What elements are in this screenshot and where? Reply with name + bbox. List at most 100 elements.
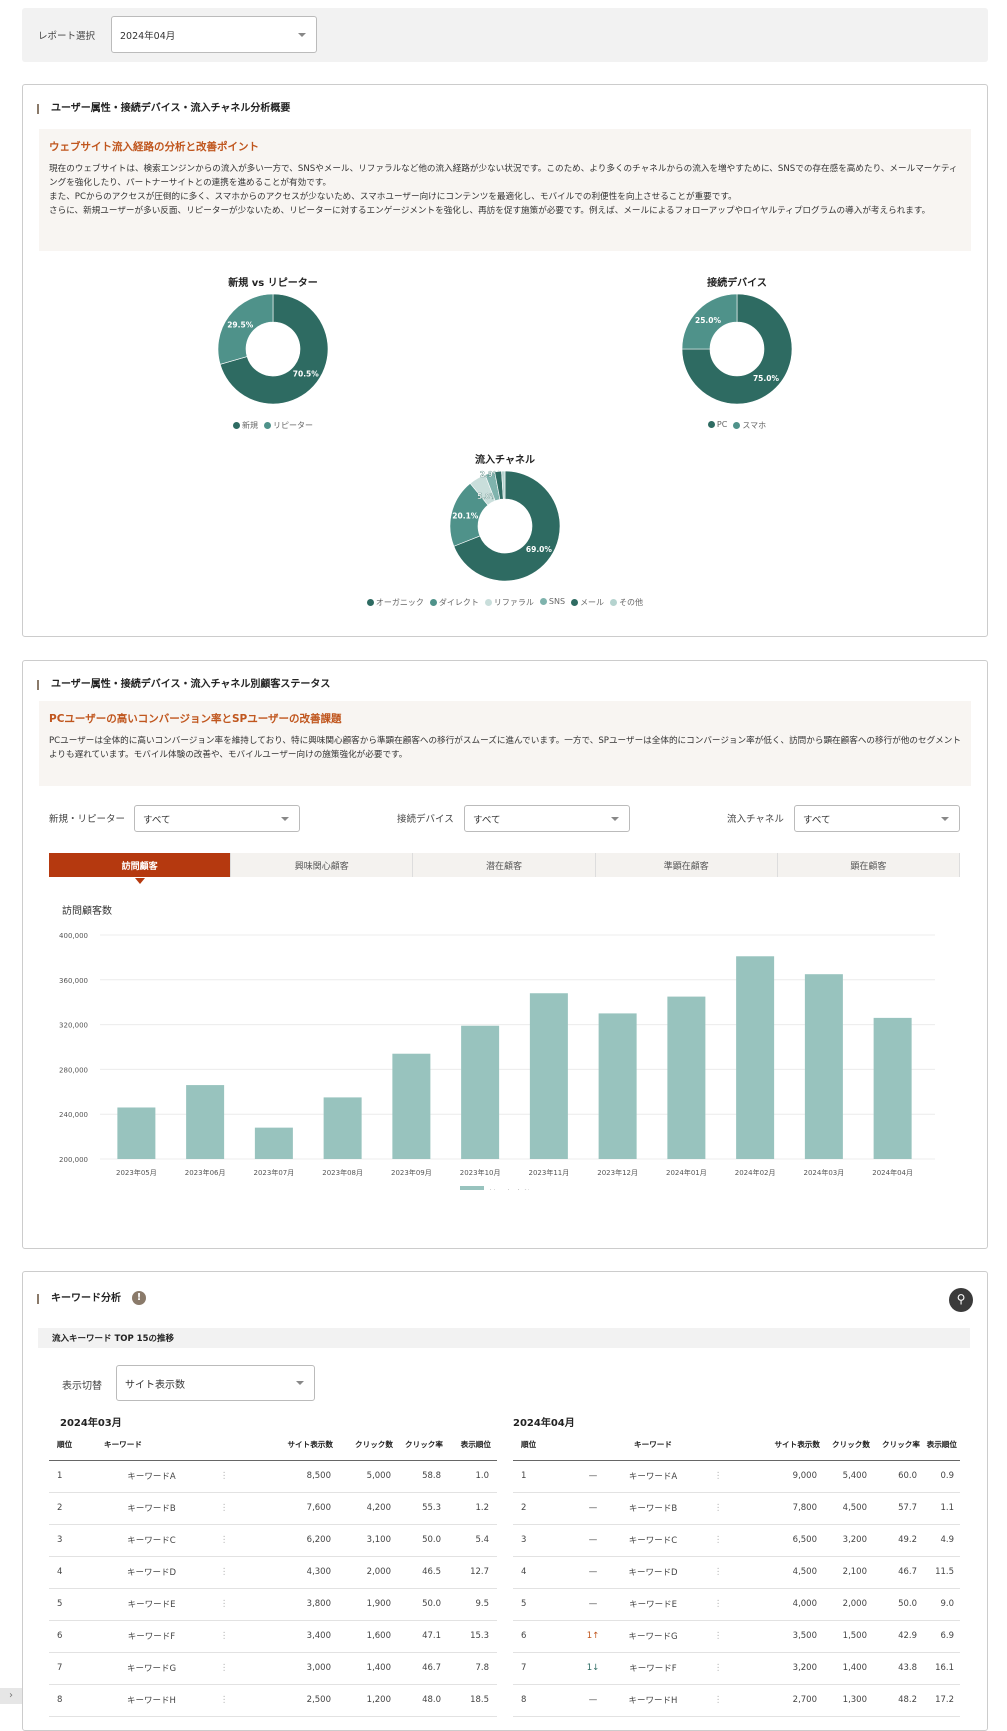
ctr-cell: 47.1 (399, 1620, 449, 1653)
bar[interactable] (873, 1017, 912, 1159)
clicks-cell: 5,000 (339, 1460, 399, 1493)
more-menu-icon[interactable]: ⋮ (693, 1556, 743, 1589)
tab-active[interactable]: 顕在顧客 (777, 853, 961, 877)
more-menu-icon[interactable]: ⋮ (199, 1652, 249, 1685)
bar[interactable] (667, 996, 706, 1159)
legend-item[interactable]: スマホ (733, 420, 766, 431)
clicks-cell: 1,400 (823, 1652, 873, 1685)
bar[interactable] (117, 1107, 156, 1159)
x-tick-label: 2023年09月 (391, 1168, 432, 1177)
more-menu-icon[interactable]: ⋮ (199, 1684, 249, 1717)
legend-label: メール (580, 598, 605, 607)
legend-item[interactable]: ダイレクト (429, 597, 479, 608)
clicks-cell: 2,100 (823, 1556, 873, 1589)
chevron-down-icon (941, 816, 949, 821)
more-menu-icon[interactable]: ⋮ (693, 1460, 743, 1493)
table-row: 3 キーワードC ⋮ 6,200 3,100 50.0 5.4 (49, 1524, 497, 1557)
position-cell: 1.2 (449, 1492, 497, 1525)
legend-item[interactable]: その他 (610, 597, 643, 608)
table-row: 4— キーワードD ⋮ 4,500 2,100 46.7 11.5 (513, 1556, 960, 1589)
table-row: 8 キーワードH ⋮ 2,500 1,200 48.0 18.5 (49, 1684, 497, 1717)
ctr-cell: 50.0 (399, 1588, 449, 1621)
select-value: すべて (473, 814, 501, 826)
filter-channel-select[interactable]: すべて (794, 805, 960, 832)
more-menu-icon[interactable]: ⋮ (199, 1492, 249, 1525)
y-tick-label: 360,000 (59, 977, 88, 985)
legend-item[interactable]: オーガニック (366, 597, 424, 608)
help-icon[interactable]: ! (132, 1291, 146, 1305)
ctr-cell: 48.2 (873, 1684, 923, 1717)
position-cell: 0.9 (923, 1460, 960, 1493)
rank-cell: 6 (49, 1620, 104, 1653)
position-cell: 6.9 (923, 1620, 960, 1653)
legend-item[interactable]: PC (707, 420, 727, 431)
rank-change-cell: — (573, 1460, 613, 1493)
clicks-cell: 1,900 (339, 1588, 399, 1621)
legend-label: その他 (619, 598, 644, 607)
more-menu-icon[interactable]: ⋮ (693, 1492, 743, 1525)
bar[interactable] (736, 956, 775, 1159)
x-tick-label: 2023年10月 (460, 1168, 501, 1177)
impressions-cell: 3,500 (743, 1620, 823, 1653)
display-toggle-select[interactable]: サイト表示数 (116, 1365, 315, 1401)
legend-item[interactable]: メール (571, 597, 604, 608)
legend-item[interactable]: リファラル (484, 597, 534, 608)
bar[interactable] (598, 1013, 637, 1159)
more-menu-icon[interactable]: ⋮ (199, 1556, 249, 1589)
rank-cell: 2 (513, 1492, 573, 1525)
more-menu-icon[interactable]: ⋮ (199, 1588, 249, 1621)
filter-new-repeater-select[interactable]: すべて (134, 805, 300, 832)
clicks-cell: 2,000 (339, 1556, 399, 1589)
more-menu-icon[interactable]: ⋮ (693, 1524, 743, 1557)
impressions-cell: 8,500 (249, 1460, 339, 1493)
bar[interactable] (186, 1085, 225, 1159)
rank-cell: 1 (49, 1460, 104, 1493)
visitor-bar-chart: 200,000 240,000 280,000 320,000 360,000 400,0… (59, 932, 935, 1190)
donut-slice (219, 293, 329, 405)
clicks-cell: 5,400 (823, 1460, 873, 1493)
tab-interest[interactable]: 興味関心顧客 (231, 853, 414, 877)
chevron-down-icon (296, 1381, 304, 1385)
table-row: 7 1↓ キーワードF ⋮ 3,200 1,400 43.8 16.1 (513, 1652, 960, 1685)
bar[interactable] (461, 1025, 500, 1159)
more-menu-icon[interactable]: ⋮ (199, 1460, 249, 1493)
keyword-cell: キーワードB (613, 1492, 693, 1525)
report-select-value: 2024年04月 (120, 30, 176, 42)
position-cell: 11.5 (923, 1556, 960, 1589)
rank-cell: 7 (513, 1652, 573, 1685)
x-tick-label: 2024年01月 (666, 1168, 707, 1177)
ai-search-icon[interactable]: ⚲ (949, 1288, 973, 1312)
more-menu-icon[interactable]: ⋮ (199, 1524, 249, 1557)
bar[interactable] (254, 1127, 293, 1159)
tab-visit[interactable]: 訪問顧客 (49, 853, 232, 884)
more-menu-icon[interactable]: ⋮ (693, 1620, 743, 1653)
bar[interactable] (529, 993, 568, 1159)
legend-item[interactable]: 新規 (233, 420, 258, 431)
impressions-cell: 9,000 (743, 1460, 823, 1493)
more-menu-icon[interactable]: ⋮ (693, 1652, 743, 1685)
filter-device-select[interactable]: すべて (464, 805, 630, 832)
position-cell: 17.2 (923, 1684, 960, 1717)
donut-data-label: 25.0% (695, 316, 722, 325)
section-title: ユーザー属性・接続デバイス・流入チャネル分析概要 (37, 104, 290, 114)
rank-cell: 5 (513, 1588, 573, 1621)
bar[interactable] (392, 1053, 431, 1159)
table-row: 1— キーワードA ⋮ 9,000 5,400 60.0 0.9 (513, 1460, 960, 1493)
table-row: 8— キーワードH ⋮ 2,700 1,300 48.2 17.2 (513, 1684, 960, 1717)
side-panel-toggle[interactable]: › (0, 1688, 22, 1704)
legend-item[interactable]: リピーター (264, 420, 313, 431)
chevron-down-icon (298, 32, 306, 37)
report-select[interactable]: 2024年04月 (111, 16, 317, 53)
tab-semi-active[interactable]: 準顕在顧客 (595, 853, 778, 877)
legend-label: スマホ (742, 421, 767, 430)
bar[interactable] (323, 1097, 362, 1159)
more-menu-icon[interactable]: ⋮ (199, 1620, 249, 1653)
table-row: 6 1↑ キーワードG ⋮ 3,500 1,500 42.9 6.9 (513, 1620, 960, 1653)
bar[interactable] (804, 974, 843, 1159)
keyword-cell: キーワードD (104, 1556, 199, 1589)
rank-change-cell: 1↓ (573, 1652, 613, 1685)
more-menu-icon[interactable]: ⋮ (693, 1588, 743, 1621)
legend-item[interactable]: SNS (539, 597, 565, 608)
tab-potential[interactable]: 潜在顧客 (413, 853, 596, 877)
more-menu-icon[interactable]: ⋮ (693, 1684, 743, 1717)
